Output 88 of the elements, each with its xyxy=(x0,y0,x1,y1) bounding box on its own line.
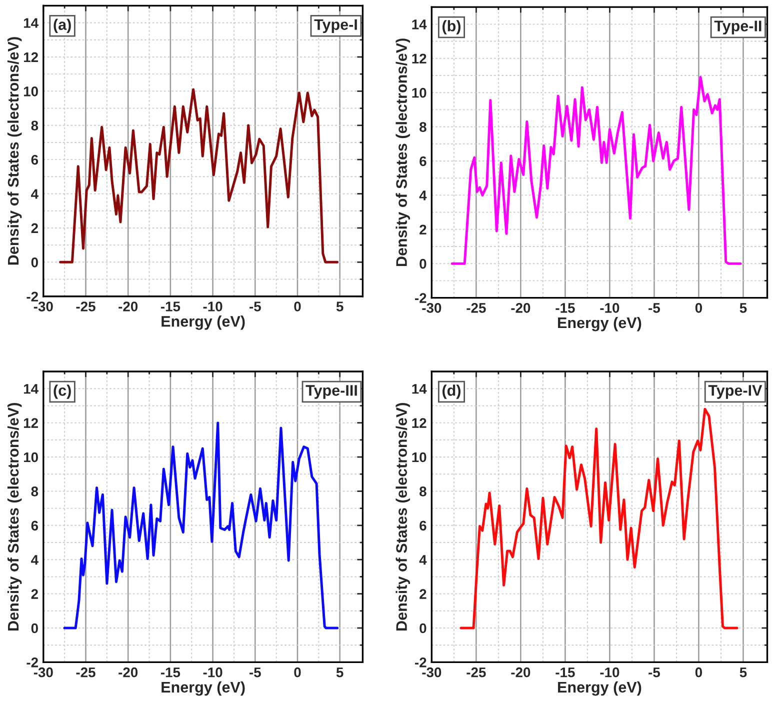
x-tick-label: -25 xyxy=(466,303,486,313)
x-tick-label: 0 xyxy=(294,302,301,312)
y-axis-title: Density of States (electrons/eV) xyxy=(7,37,22,265)
annotation: (d) xyxy=(442,384,460,399)
y-tick-label: 0 xyxy=(31,623,38,634)
x-tick-label: 0 xyxy=(695,303,702,313)
x-tick-label: 5 xyxy=(740,668,747,678)
x-tick-label: 5 xyxy=(336,302,344,312)
y-tick-label: 0 xyxy=(420,258,426,269)
y-tick-label: 6 xyxy=(420,156,426,166)
y-tick-label: -2 xyxy=(26,292,38,302)
annotation: (c) xyxy=(54,384,71,399)
x-tick-label: -5 xyxy=(250,668,261,678)
x-tick-label: -25 xyxy=(466,667,486,678)
line-series xyxy=(460,408,738,630)
x-tick-label: -20 xyxy=(511,303,530,313)
x-tick-label: -25 xyxy=(76,667,96,678)
x-tick-label: 0 xyxy=(695,667,702,678)
y-tick-label: 2 xyxy=(420,589,426,599)
y-tick-label: 2 xyxy=(31,589,38,599)
y-tick-label: 2 xyxy=(31,223,38,233)
x-tick-label: -20 xyxy=(118,667,138,678)
x-tick-label: -30 xyxy=(34,667,53,678)
y-axis-title: Density of States (electrons/eV) xyxy=(396,402,410,630)
y-tick-label: 0 xyxy=(31,257,38,268)
y-tick-label: 8 xyxy=(31,120,38,131)
x-tick-label: 5 xyxy=(740,303,747,313)
y-tick-label: 4 xyxy=(31,189,38,199)
y-tick-label: 14 xyxy=(24,18,38,28)
y-tick-label: 14 xyxy=(24,384,38,394)
y-tick-label: 12 xyxy=(412,54,426,64)
annotation: (b) xyxy=(442,20,460,34)
annotation: Type-II xyxy=(714,20,762,34)
x-axis-title: Energy (eV) xyxy=(558,681,642,696)
x-tick-label: -10 xyxy=(203,302,222,312)
x-tick-label: -20 xyxy=(511,667,530,678)
y-tick-label: 6 xyxy=(420,520,426,531)
line-series xyxy=(63,422,339,630)
x-tick-label: -5 xyxy=(250,302,261,312)
x-tick-label: -30 xyxy=(34,302,53,312)
x-tick-label: -30 xyxy=(422,303,442,313)
y-tick-label: 8 xyxy=(420,122,426,132)
x-tick-label: -5 xyxy=(648,303,660,313)
annotation: Type-III xyxy=(306,385,357,399)
x-tick-label: -15 xyxy=(556,303,575,313)
y-tick-label: 6 xyxy=(31,520,38,531)
line-series xyxy=(59,88,339,264)
x-tick-label: -10 xyxy=(600,667,620,678)
x-tick-label: -15 xyxy=(160,302,180,312)
x-tick-label: 5 xyxy=(336,668,344,678)
y-tick-label: 10 xyxy=(412,452,426,462)
x-tick-label: -20 xyxy=(118,302,138,312)
y-tick-label: 10 xyxy=(412,88,426,98)
y-tick-label: 2 xyxy=(420,224,426,234)
y-tick-label: -2 xyxy=(415,293,426,303)
x-tick-label: -30 xyxy=(422,667,442,678)
y-tick-label: 8 xyxy=(31,486,38,496)
y-tick-label: 12 xyxy=(24,418,38,428)
y-tick-label: 0 xyxy=(420,623,426,634)
line-series xyxy=(450,76,742,265)
x-tick-label: -25 xyxy=(76,302,96,312)
annotation: (a) xyxy=(54,18,71,33)
annotation: Type-I xyxy=(314,19,357,33)
y-tick-label: 12 xyxy=(412,418,426,428)
y-tick-label: 4 xyxy=(31,555,38,565)
y-tick-label: 10 xyxy=(24,452,38,462)
annotation: Type-IV xyxy=(708,385,762,399)
x-tick-label: -15 xyxy=(160,668,180,678)
y-tick-label: 14 xyxy=(412,384,427,394)
y-tick-label: -2 xyxy=(415,658,426,668)
x-tick-label: -10 xyxy=(203,667,222,678)
x-tick-label: -15 xyxy=(556,668,575,678)
x-axis-title: Energy (eV) xyxy=(162,681,245,696)
x-axis-title: Energy (eV) xyxy=(558,316,642,332)
y-tick-label: 10 xyxy=(24,86,38,96)
y-tick-label: 12 xyxy=(24,52,38,62)
y-tick-label: 4 xyxy=(419,555,427,565)
y-tick-label: 14 xyxy=(412,20,427,30)
y-tick-label: -2 xyxy=(26,658,38,668)
x-tick-label: 0 xyxy=(294,667,301,678)
y-tick-label: 8 xyxy=(420,486,426,496)
y-tick-label: 6 xyxy=(31,154,38,165)
y-tick-label: 4 xyxy=(419,190,427,200)
y-axis-title: Density of States (electrons/eV) xyxy=(7,402,22,630)
x-tick-label: -5 xyxy=(648,668,660,678)
x-tick-label: -10 xyxy=(600,303,620,313)
y-axis-title: Density of States (electrons/eV) xyxy=(396,38,410,266)
x-axis-title: Energy (eV) xyxy=(162,316,245,330)
